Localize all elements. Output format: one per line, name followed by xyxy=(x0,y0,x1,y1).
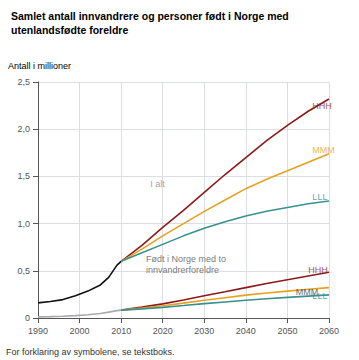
svg-text:LLL: LLL xyxy=(312,291,327,301)
svg-text:1990: 1990 xyxy=(28,326,48,336)
svg-text:2,0: 2,0 xyxy=(17,124,30,134)
svg-text:Født i Norge med to: Født i Norge med to xyxy=(146,254,226,264)
svg-text:Samlet antall innvandrere og p: Samlet antall innvandrere og personer fø… xyxy=(11,10,289,22)
svg-text:2020: 2020 xyxy=(153,326,173,336)
svg-text:1,0: 1,0 xyxy=(17,219,30,229)
svg-text:2000: 2000 xyxy=(70,326,90,336)
svg-text:0: 0 xyxy=(25,313,30,323)
svg-text:2,5: 2,5 xyxy=(17,77,30,87)
svg-text:HHH: HHH xyxy=(308,265,328,275)
svg-text:MMM: MMM xyxy=(312,145,335,155)
svg-text:2060: 2060 xyxy=(319,326,339,336)
svg-text:0,5: 0,5 xyxy=(17,266,30,276)
svg-text:2040: 2040 xyxy=(236,326,256,336)
svg-text:1,5: 1,5 xyxy=(17,171,30,181)
svg-text:I alt: I alt xyxy=(150,179,165,189)
svg-text:LLL: LLL xyxy=(312,192,327,202)
svg-text:Antall i millioner: Antall i millioner xyxy=(8,61,71,71)
svg-text:2050: 2050 xyxy=(277,326,297,336)
svg-text:HHH: HHH xyxy=(312,101,332,111)
svg-text:MMM: MMM xyxy=(295,287,319,297)
svg-text:2030: 2030 xyxy=(194,326,214,336)
svg-text:innvandrerforeldre: innvandrerforeldre xyxy=(146,265,219,275)
svg-text:For forklaring av symbolene, s: For forklaring av symbolene, se tekstbok… xyxy=(6,347,175,357)
svg-text:utenlandsfødte foreldre: utenlandsfødte foreldre xyxy=(11,24,128,36)
svg-text:2010: 2010 xyxy=(111,326,131,336)
